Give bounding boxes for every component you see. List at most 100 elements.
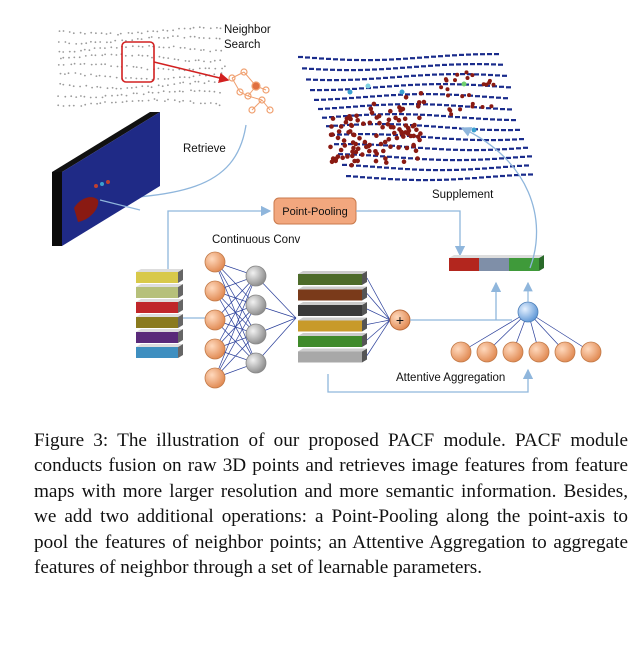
raw-point bbox=[172, 35, 174, 37]
conv-feature-bar bbox=[298, 336, 362, 347]
raw-point bbox=[209, 102, 212, 104]
car-point bbox=[346, 130, 351, 135]
sum-node: + bbox=[389, 309, 411, 331]
lidar-dash bbox=[360, 176, 365, 179]
conv-feature-bar-side bbox=[362, 348, 367, 363]
raw-point bbox=[70, 95, 73, 98]
lidar-dash bbox=[507, 174, 512, 177]
lidar-dash bbox=[328, 98, 333, 101]
lidar-dash bbox=[357, 114, 362, 117]
lidar-dash bbox=[377, 94, 382, 98]
lidar-dash bbox=[492, 157, 497, 160]
lidar-dash bbox=[482, 167, 487, 170]
lidar-dash bbox=[387, 85, 392, 88]
raw-point bbox=[209, 50, 212, 53]
lidar-dash bbox=[474, 73, 479, 76]
conv-feature-bar-side bbox=[362, 302, 367, 316]
raw-point bbox=[197, 59, 200, 62]
raw-point bbox=[109, 41, 112, 44]
raw-point bbox=[151, 91, 154, 94]
lidar-dash bbox=[430, 178, 435, 182]
attention-output-node bbox=[517, 301, 539, 323]
raw-point bbox=[106, 41, 108, 44]
lidar-dash bbox=[386, 67, 391, 70]
lidar-dash bbox=[367, 104, 372, 107]
lidar-dash bbox=[434, 114, 439, 117]
lidar-dash bbox=[452, 126, 457, 130]
raw-point bbox=[202, 37, 205, 39]
lidar-dash bbox=[409, 103, 414, 106]
lidar-dash bbox=[462, 116, 467, 119]
lidar-dash bbox=[403, 57, 408, 60]
raw-point bbox=[189, 48, 192, 51]
car-point bbox=[418, 91, 424, 96]
raw-point bbox=[213, 81, 216, 83]
stack-to-sum-edge bbox=[366, 319, 391, 356]
figure-caption: Figure 3: The illustration of our propos… bbox=[34, 428, 628, 580]
raw-point bbox=[148, 45, 151, 47]
attention-weight-node bbox=[502, 341, 524, 363]
raw-point bbox=[75, 96, 78, 98]
raw-point bbox=[110, 65, 112, 67]
lidar-dash bbox=[352, 87, 357, 90]
raw-point bbox=[99, 86, 102, 89]
raw-point bbox=[146, 30, 149, 33]
lidar-dash bbox=[426, 93, 431, 96]
feature-bar-top bbox=[136, 269, 183, 272]
raw-point bbox=[109, 75, 112, 78]
car-point bbox=[383, 156, 388, 161]
lidar-dash bbox=[439, 148, 444, 151]
raw-point bbox=[168, 91, 171, 93]
feature-bar-top bbox=[136, 329, 183, 332]
raw-point bbox=[104, 94, 107, 97]
raw-point bbox=[198, 67, 201, 70]
lidar-dash bbox=[498, 63, 503, 66]
lidar-dash bbox=[471, 158, 476, 161]
lidar-dash bbox=[356, 164, 361, 167]
lidar-dash bbox=[341, 78, 346, 82]
lidar-dash bbox=[351, 69, 356, 72]
neighbor-node bbox=[228, 74, 236, 82]
raw-point bbox=[189, 82, 192, 85]
attention-edge bbox=[460, 311, 529, 353]
lidar-dash bbox=[334, 143, 339, 146]
lidar-dash bbox=[354, 123, 359, 126]
raw-point bbox=[150, 36, 153, 38]
raw-point bbox=[99, 47, 102, 49]
raw-point bbox=[140, 77, 143, 80]
lidar-dash bbox=[337, 68, 342, 72]
raw-point bbox=[152, 30, 155, 32]
lidar-dash bbox=[362, 143, 367, 146]
lidar-dash bbox=[383, 76, 388, 79]
raw-point bbox=[141, 54, 144, 57]
raw-point bbox=[115, 87, 118, 90]
lidar-dash bbox=[499, 157, 504, 160]
lidar-dash bbox=[368, 59, 373, 62]
lidar-dash bbox=[427, 114, 432, 117]
neighbor-edge bbox=[247, 95, 263, 101]
lidar-dash bbox=[416, 179, 421, 182]
car-point bbox=[351, 145, 356, 151]
lidar-dash bbox=[519, 138, 524, 141]
raw-point bbox=[203, 90, 206, 93]
raw-point bbox=[58, 30, 61, 32]
raw-point bbox=[204, 102, 206, 105]
lidar-dash bbox=[496, 96, 501, 99]
feature-bar-side bbox=[178, 314, 183, 328]
car-point bbox=[382, 139, 388, 145]
raw-point bbox=[116, 65, 119, 68]
lidar-dash bbox=[484, 139, 489, 142]
lidar-dash bbox=[437, 178, 442, 181]
raw-point bbox=[183, 27, 186, 30]
lidar-dash bbox=[442, 63, 447, 66]
lidar-dash bbox=[348, 143, 353, 146]
raw-point bbox=[68, 50, 71, 53]
lidar-dash bbox=[491, 63, 496, 66]
lidar-dash bbox=[358, 133, 363, 136]
raw-point bbox=[95, 32, 97, 35]
raw-point bbox=[198, 74, 201, 77]
raw-point bbox=[114, 101, 117, 104]
raw-point bbox=[151, 56, 153, 59]
raw-point bbox=[125, 94, 128, 97]
raw-point bbox=[162, 46, 165, 49]
